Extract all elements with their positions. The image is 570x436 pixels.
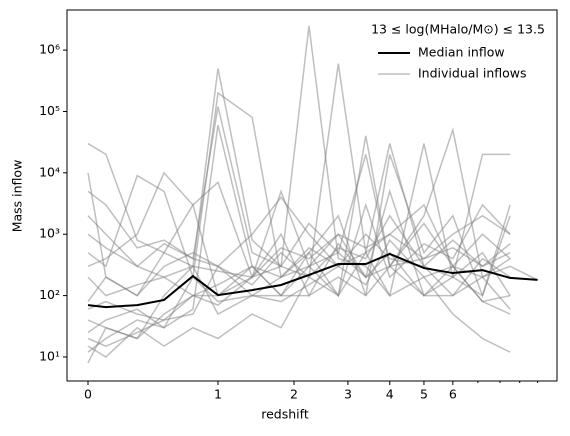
y-tick-label: 10²: [39, 287, 60, 302]
individual-line: [87, 233, 511, 297]
x-tick-label: 0: [84, 387, 92, 402]
x-tick-label: 2: [290, 387, 298, 402]
plot-lines: [87, 25, 538, 364]
x-axis-label: redshift: [261, 407, 309, 422]
individual-line: [87, 91, 511, 298]
individual-line: [87, 106, 511, 268]
individual-line: [87, 190, 511, 268]
y-tick-label: 10⁵: [39, 103, 60, 118]
x-tick-label: 3: [344, 387, 352, 402]
y-tick-label: 10³: [39, 226, 60, 241]
y-tick-label: 10⁴: [39, 164, 60, 179]
y-tick-label: 10¹: [39, 348, 60, 363]
legend-title: 13 ≤ log(MHalo/M⊙) ≤ 13.5: [371, 22, 545, 37]
individual-line: [87, 25, 511, 298]
individual-line: [87, 238, 511, 347]
y-axis-label: Mass inflow: [10, 160, 25, 233]
x-tick-label: 6: [449, 387, 457, 402]
y-tick-label: 10⁶: [39, 42, 60, 57]
plot-frame: [66, 9, 558, 382]
x-tick-label: 5: [420, 387, 428, 402]
legend-label: Median inflow: [418, 45, 505, 60]
median-line: [87, 252, 538, 309]
legend-label: Individual inflows: [418, 66, 527, 81]
individual-line: [87, 251, 511, 358]
x-tick-label: 4: [386, 387, 394, 402]
x-tick-label: 1: [214, 387, 222, 402]
